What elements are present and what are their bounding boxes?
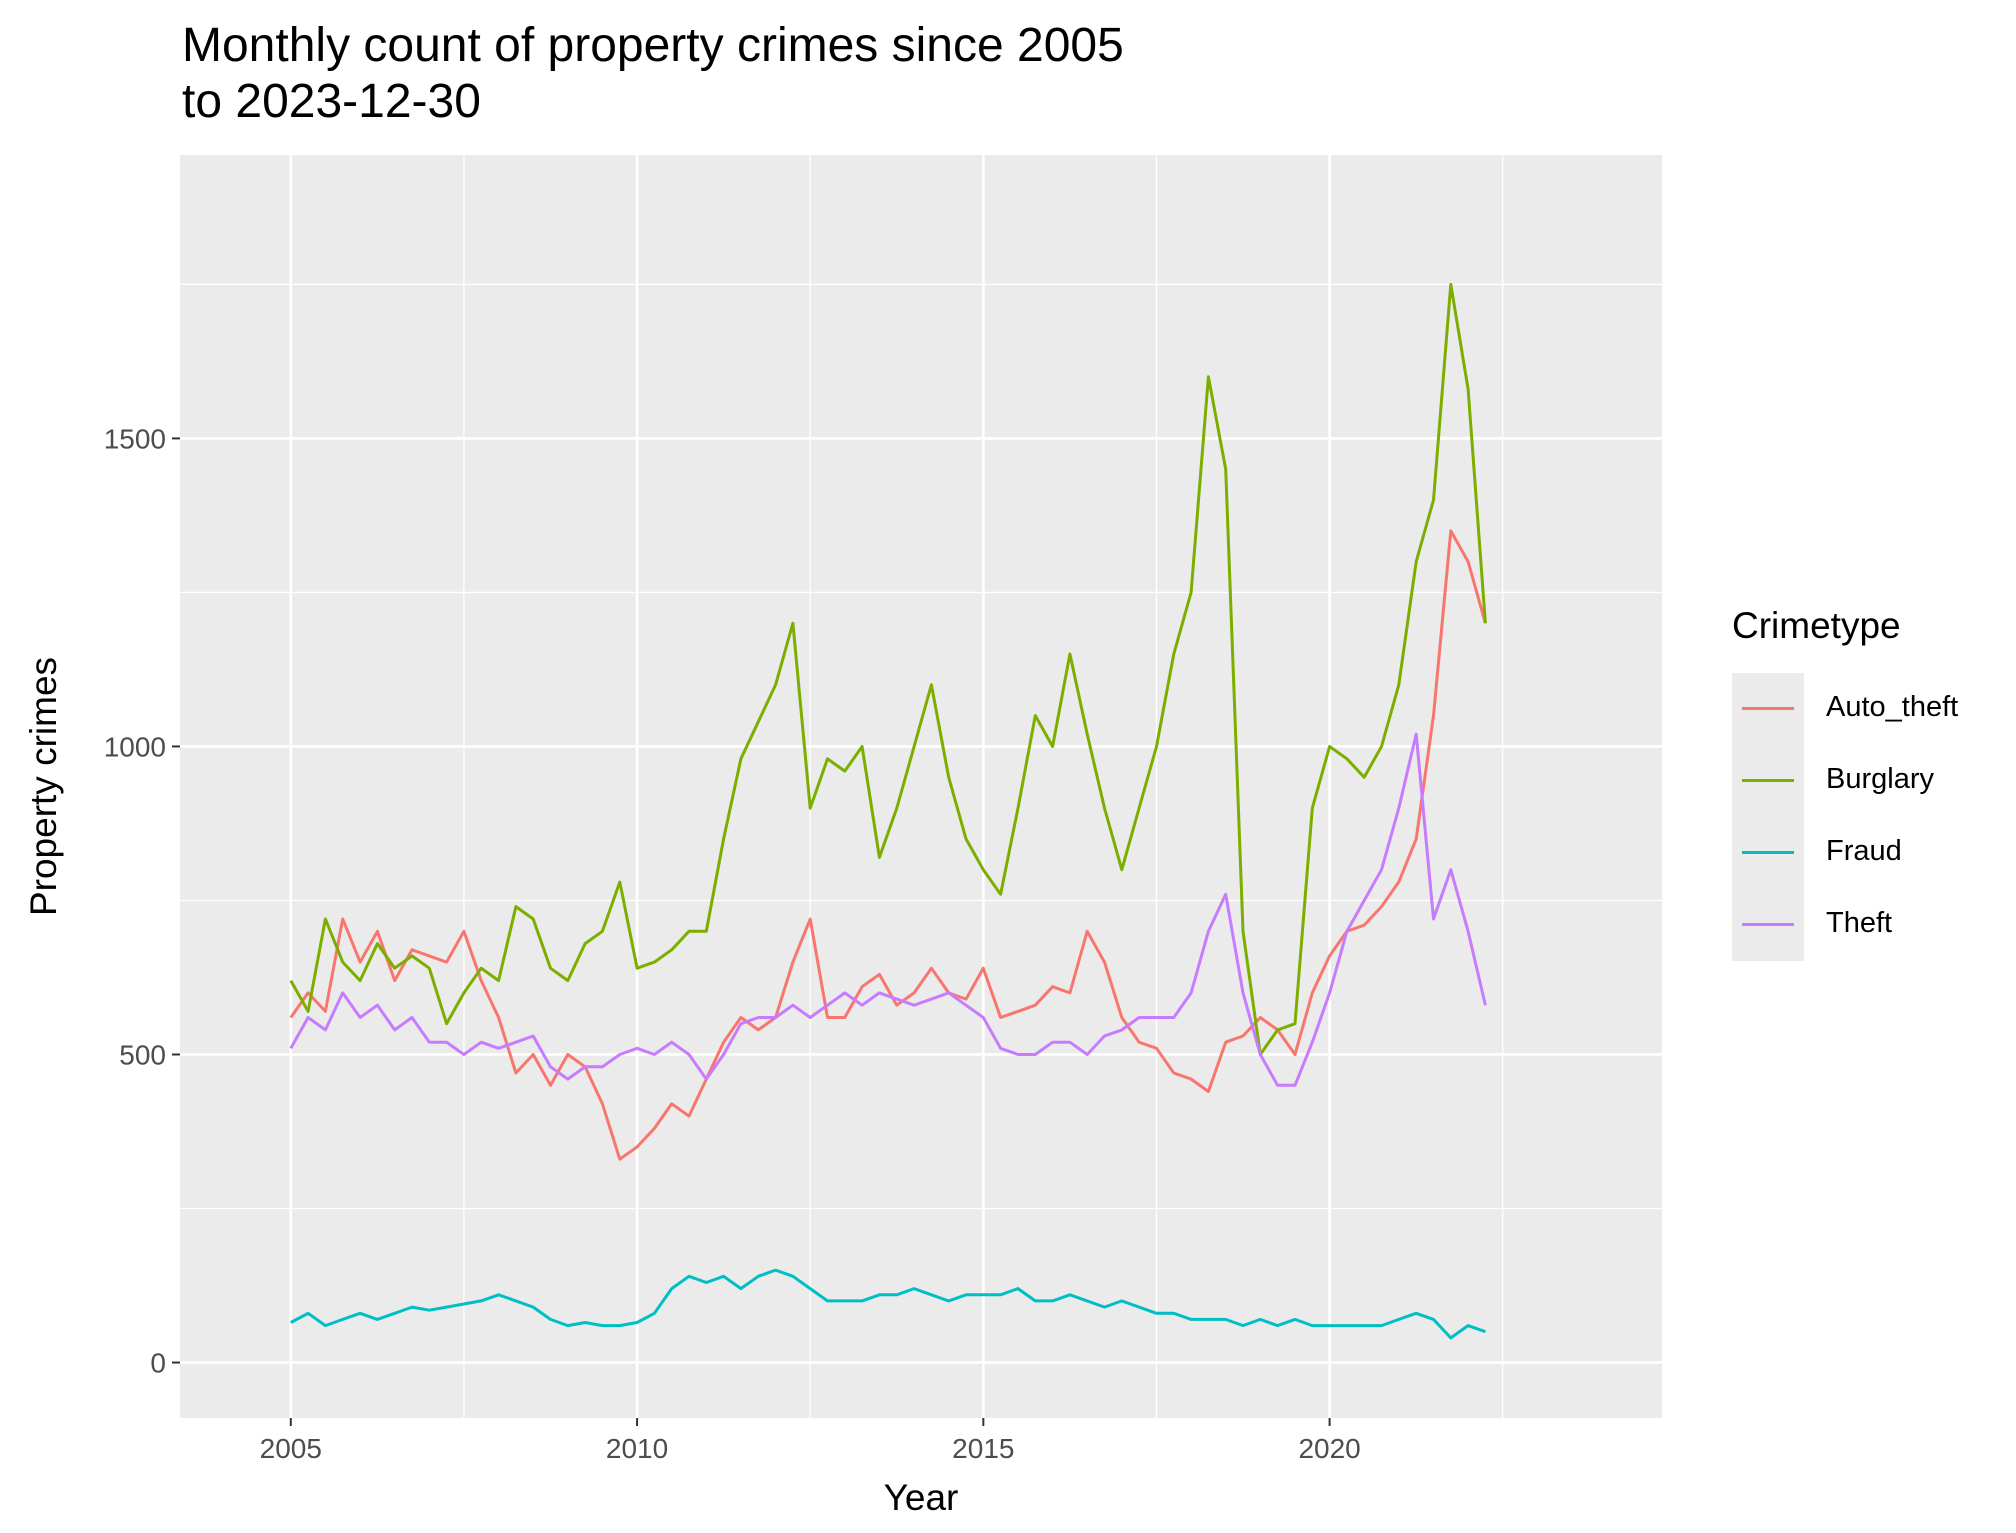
legend-swatch-fraud [1742,851,1794,854]
legend-item-burglary: Burglary [1732,745,1934,817]
legend-item-theft: Theft [1732,889,1892,961]
x-tick-label: 2005 [260,1433,322,1464]
y-axis-title: Property crimes [23,657,64,916]
y-tick-label: 1500 [104,423,166,454]
x-tick-label: 2010 [606,1433,668,1464]
chart-subtitle: to 2023-12-30 [182,75,481,128]
legend-swatch-auto-theft [1742,707,1794,710]
plot-panel [180,155,1662,1418]
x-tick-label: 2020 [1298,1433,1360,1464]
series-line-fraud [290,1268,1486,1340]
legend-label-theft: Theft [1826,907,1893,939]
series-line-theft [289,732,1487,1087]
y-tick-label: 1000 [104,731,166,762]
series-line-burglary [289,282,1487,1056]
legend: Crimetype Auto_theft Burglary Fraud Thef… [1732,605,1958,961]
legend-title: Crimetype [1732,605,1901,646]
grid-lines [180,155,1662,1418]
x-axis-title: Year [884,1477,959,1518]
legend-label-auto-theft: Auto_theft [1826,691,1959,723]
legend-swatch-theft [1742,923,1794,926]
legend-item-fraud: Fraud [1732,817,1902,889]
chart-title: Monthly count of property crimes since 2… [182,19,1124,72]
y-tick-label: 0 [150,1348,166,1379]
series-line-auto-theft [289,529,1487,1161]
axes: 2005 2010 2015 2020 0 500 1000 1500 [104,423,1361,1464]
series-lines [289,282,1487,1340]
legend-label-burglary: Burglary [1826,763,1934,795]
chart-title-block: Monthly count of property crimes since 2… [182,18,1682,130]
x-tick-label: 2015 [952,1433,1014,1464]
legend-label-fraud: Fraud [1826,835,1902,867]
y-tick-label: 500 [119,1040,166,1071]
legend-keys: Auto_theft Burglary Fraud Theft [1732,673,1958,961]
legend-item-auto-theft: Auto_theft [1732,673,1958,745]
legend-swatch-burglary [1742,779,1794,782]
